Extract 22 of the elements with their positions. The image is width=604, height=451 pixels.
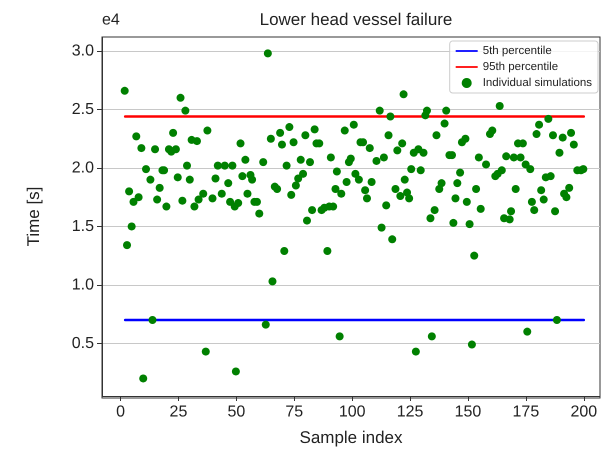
x-axis-title: Sample index <box>299 428 403 447</box>
y-axis-title: Time [s] <box>24 186 43 246</box>
chart-title: Lower head vessel failure <box>260 10 452 29</box>
legend-label: 5th percentile <box>482 45 552 57</box>
y-tick-label: 2.0 <box>72 159 94 176</box>
legend-label: Individual simulations <box>482 77 592 89</box>
x-tick-label: 100 <box>338 404 366 420</box>
x-tick-label: 175 <box>512 404 540 420</box>
legend-label: 95th percentile <box>482 61 558 73</box>
y-tick-label: 3.0 <box>72 42 94 60</box>
x-tick-label: 150 <box>454 404 482 420</box>
x-tick-label: 50 <box>227 404 246 420</box>
text: e4 <box>102 12 120 28</box>
y-tick-label: 0.5 <box>72 334 94 352</box>
y-tick-label: 2.5 <box>72 101 94 118</box>
y-tick-label: 1.5 <box>72 218 94 235</box>
x-tick-label: 25 <box>170 404 188 420</box>
x-tick-label: 75 <box>285 404 304 420</box>
x-tick-label: 125 <box>396 404 424 420</box>
x-tick-label: 200 <box>570 404 598 420</box>
y-tick-label: 1.0 <box>72 276 94 294</box>
x-tick-label: 0 <box>116 404 126 420</box>
